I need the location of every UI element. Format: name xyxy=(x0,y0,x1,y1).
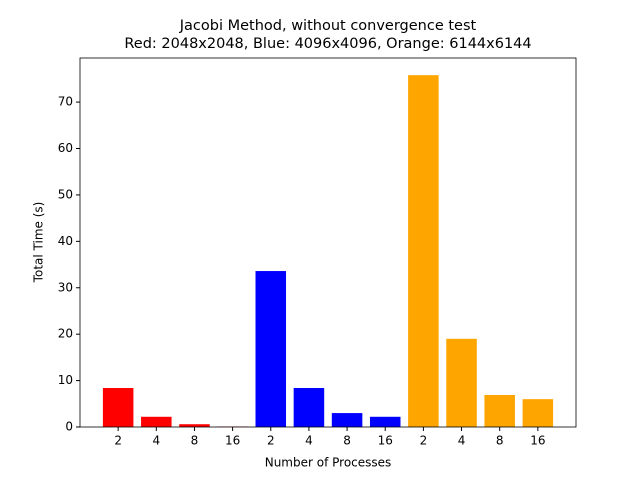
x-tick-label: 16 xyxy=(530,434,545,448)
chart-title: Jacobi Method, without convergence test xyxy=(179,18,477,34)
bar xyxy=(255,271,287,427)
y-axis-label: Total Time (s) xyxy=(32,202,46,284)
x-tick-label: 8 xyxy=(496,434,504,448)
bar xyxy=(522,399,554,427)
bar xyxy=(446,338,477,427)
x-tick-label: 16 xyxy=(225,434,240,448)
bar xyxy=(408,75,439,427)
y-tick-label: 30 xyxy=(58,280,73,294)
x-tick-label: 4 xyxy=(458,434,466,448)
chart-subtitle: Red: 2048x2048, Blue: 4096x4096, Orange:… xyxy=(124,36,531,52)
x-tick-label: 8 xyxy=(191,434,199,448)
x-tick-label: 2 xyxy=(420,434,428,448)
x-tick-label: 2 xyxy=(114,434,122,448)
x-tick-label: 8 xyxy=(343,434,351,448)
y-tick-label: 40 xyxy=(58,234,73,248)
x-tick-label: 2 xyxy=(267,434,275,448)
bar xyxy=(141,416,172,427)
y-tick-label: 20 xyxy=(58,327,73,341)
y-tick-label: 50 xyxy=(58,187,73,201)
bar xyxy=(293,388,325,427)
bar xyxy=(484,394,515,427)
x-tick-label: 16 xyxy=(378,434,393,448)
x-tick-label: 4 xyxy=(305,434,313,448)
bar xyxy=(102,388,134,427)
y-tick-label: 10 xyxy=(58,373,73,387)
y-tick-label: 0 xyxy=(65,420,73,434)
axes-frame xyxy=(79,57,577,428)
y-tick-label: 60 xyxy=(58,141,73,155)
bar xyxy=(331,413,363,427)
x-tick-label: 4 xyxy=(152,434,160,448)
bar xyxy=(369,416,401,427)
x-axis-label: Number of Processes xyxy=(265,456,392,470)
bar xyxy=(179,424,210,427)
y-tick-label: 70 xyxy=(58,95,73,109)
